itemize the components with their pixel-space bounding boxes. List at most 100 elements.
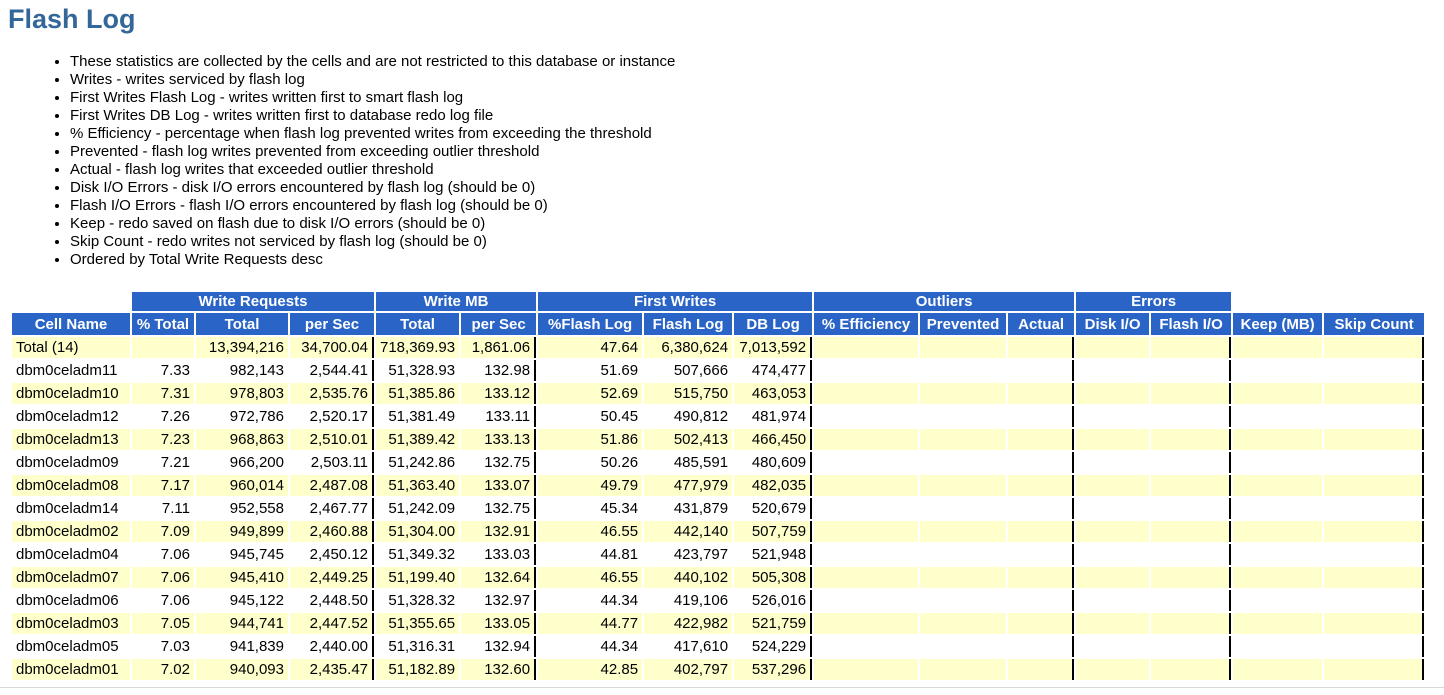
table-row: dbm0celadm07 7.06 945,410 2,449.25 51,199.40… — [12, 567, 1425, 588]
data-cell: 515,750 — [644, 383, 733, 404]
data-cell: 966,200 — [196, 452, 288, 473]
data-cell — [920, 360, 1007, 381]
cell-name-cell: dbm0celadm02 — [12, 521, 130, 542]
data-cell: 46.55 — [538, 567, 643, 588]
data-cell: 2,487.08 — [290, 475, 374, 496]
column-header: Flash I/O — [1151, 313, 1232, 335]
column-group-header — [1233, 292, 1424, 311]
data-cell: 718,369.93 — [376, 337, 460, 358]
data-cell: 972,786 — [196, 406, 288, 427]
data-cell: 422,982 — [644, 613, 733, 634]
column-header: %Flash Log — [538, 313, 643, 335]
data-cell — [1233, 383, 1323, 404]
data-cell — [1151, 613, 1232, 634]
data-cell — [1151, 521, 1232, 542]
data-cell: 507,666 — [644, 360, 733, 381]
data-cell: 440,102 — [644, 567, 733, 588]
data-cell: 2,467.77 — [290, 498, 374, 519]
data-cell — [1076, 429, 1150, 450]
data-cell: 51.69 — [538, 360, 643, 381]
note-item: Keep - redo saved on flash due to disk I… — [70, 215, 1444, 233]
cell-name-cell: dbm0celadm09 — [12, 452, 130, 473]
table-row: dbm0celadm02 7.09 949,899 2,460.88 51,304.00… — [12, 521, 1425, 542]
data-cell — [1151, 659, 1232, 680]
data-cell: 2,460.88 — [290, 521, 374, 542]
data-cell: 133.03 — [461, 544, 537, 565]
data-cell: 960,014 — [196, 475, 288, 496]
data-cell — [920, 613, 1007, 634]
data-cell: 51,389.42 — [376, 429, 460, 450]
data-cell: 132.75 — [461, 452, 537, 473]
data-cell: 978,803 — [196, 383, 288, 404]
data-cell — [1233, 636, 1323, 657]
data-cell: 7.06 — [132, 544, 194, 565]
data-cell: 945,122 — [196, 590, 288, 611]
data-cell — [920, 590, 1007, 611]
data-cell — [814, 659, 919, 680]
data-cell — [1324, 659, 1425, 680]
data-cell — [1008, 406, 1075, 427]
note-item: Ordered by Total Write Requests desc — [70, 251, 1444, 269]
data-cell — [920, 406, 1007, 427]
data-cell — [814, 613, 919, 634]
data-cell: 51,363.40 — [376, 475, 460, 496]
cell-name-cell: Total (14) — [12, 337, 130, 358]
data-cell — [814, 429, 919, 450]
note-item: Prevented - flash log writes prevented f… — [70, 143, 1444, 161]
data-cell: 133.11 — [461, 406, 537, 427]
data-cell: 45.34 — [538, 498, 643, 519]
data-cell: 474,477 — [734, 360, 813, 381]
data-cell — [1076, 452, 1150, 473]
data-cell — [814, 521, 919, 542]
data-cell — [1233, 567, 1323, 588]
data-cell: 7.26 — [132, 406, 194, 427]
data-cell — [920, 567, 1007, 588]
cell-name-cell: dbm0celadm01 — [12, 659, 130, 680]
data-cell: 133.05 — [461, 613, 537, 634]
data-cell: 51,385.86 — [376, 383, 460, 404]
cell-name-cell: dbm0celadm05 — [12, 636, 130, 657]
data-cell — [1076, 498, 1150, 519]
data-cell — [1008, 475, 1075, 496]
data-cell: 132.98 — [461, 360, 537, 381]
data-cell — [1151, 383, 1232, 404]
table-row: dbm0celadm04 7.06 945,745 2,450.12 51,349.32… — [12, 544, 1425, 565]
data-cell: 34,700.04 — [290, 337, 374, 358]
data-cell: 940,093 — [196, 659, 288, 680]
data-cell: 7,013,592 — [734, 337, 813, 358]
note-item: Flash I/O Errors - flash I/O errors enco… — [70, 197, 1444, 215]
data-cell: 133.13 — [461, 429, 537, 450]
data-cell — [1076, 475, 1150, 496]
data-cell — [1008, 337, 1075, 358]
data-cell — [814, 383, 919, 404]
data-cell — [1008, 544, 1075, 565]
data-cell: 51,199.40 — [376, 567, 460, 588]
data-cell — [1324, 567, 1425, 588]
column-group-header: Write MB — [376, 292, 537, 311]
cell-name-cell: dbm0celadm06 — [12, 590, 130, 611]
data-cell — [814, 544, 919, 565]
data-cell — [1324, 590, 1425, 611]
data-cell: 7.06 — [132, 590, 194, 611]
column-header: Disk I/O — [1076, 313, 1150, 335]
data-cell: 50.26 — [538, 452, 643, 473]
data-cell — [1324, 521, 1425, 542]
data-cell: 7.31 — [132, 383, 194, 404]
column-group-header: Errors — [1076, 292, 1232, 311]
data-cell — [920, 498, 1007, 519]
column-header: Total — [376, 313, 460, 335]
data-cell: 132.91 — [461, 521, 537, 542]
data-cell — [920, 659, 1007, 680]
cell-name-cell: dbm0celadm07 — [12, 567, 130, 588]
table-row: dbm0celadm14 7.11 952,558 2,467.77 51,242.09… — [12, 498, 1425, 519]
data-cell: 47.64 — [538, 337, 643, 358]
note-item: These statistics are collected by the ce… — [70, 53, 1444, 71]
data-cell — [1008, 360, 1075, 381]
data-cell: 431,879 — [644, 498, 733, 519]
data-cell: 49.79 — [538, 475, 643, 496]
notes-list: These statistics are collected by the ce… — [0, 53, 1444, 269]
cell-name-cell: dbm0celadm12 — [12, 406, 130, 427]
data-cell: 132.60 — [461, 659, 537, 680]
data-cell — [1233, 521, 1323, 542]
data-cell — [1076, 613, 1150, 634]
